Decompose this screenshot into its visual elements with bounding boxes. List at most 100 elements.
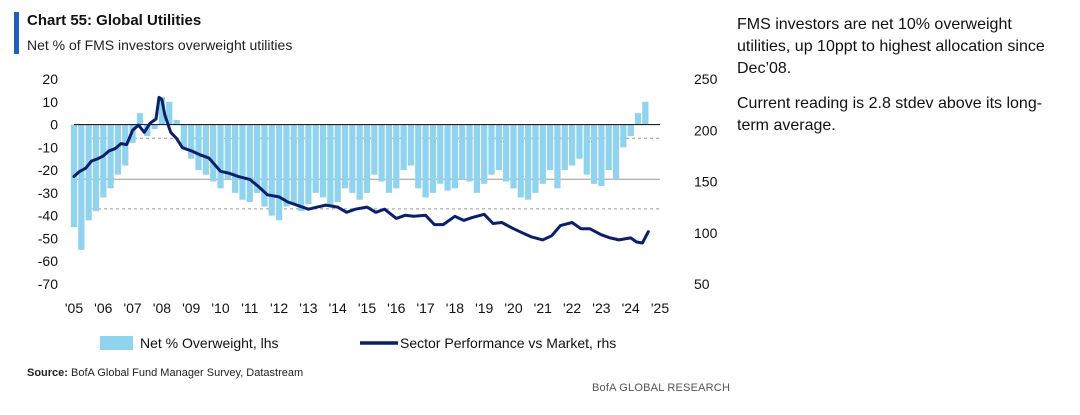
x-tick: '16 xyxy=(387,300,405,316)
x-tick: '23 xyxy=(592,300,610,316)
source-text: BofA Global Fund Manager Survey, Datastr… xyxy=(67,367,304,379)
bar xyxy=(378,124,385,182)
y-tick-left: -70 xyxy=(38,276,58,292)
bar xyxy=(107,124,114,189)
legend-label-bars: Net % Overweight, lhs xyxy=(140,335,279,351)
bar xyxy=(459,124,466,180)
bar xyxy=(341,124,349,189)
bar xyxy=(290,124,297,205)
chart-subtitle: Net % of FMS investors overweight utilit… xyxy=(27,37,293,53)
sector-performance-line xyxy=(72,95,650,245)
source-label: Source: xyxy=(27,367,68,379)
bar xyxy=(92,124,100,212)
bar xyxy=(114,124,122,175)
x-tick: '25 xyxy=(651,300,669,316)
x-tick: '18 xyxy=(446,300,464,316)
bar xyxy=(583,124,590,175)
x-tick: '19 xyxy=(475,300,493,316)
bar xyxy=(334,124,341,202)
y-tick-left: 20 xyxy=(42,71,58,87)
bar xyxy=(85,124,92,221)
bar xyxy=(400,124,407,171)
bar xyxy=(180,124,187,148)
x-tick: '11 xyxy=(241,300,258,316)
bar xyxy=(422,124,429,198)
bar xyxy=(437,124,444,184)
bar xyxy=(363,124,371,193)
x-tick: '14 xyxy=(329,300,347,316)
y-tick-left: -20 xyxy=(38,162,58,178)
x-tick: '09 xyxy=(182,300,200,316)
bar xyxy=(561,124,568,171)
y-tick-left: -30 xyxy=(38,185,58,201)
bar xyxy=(261,124,268,207)
bar xyxy=(327,124,334,207)
bar xyxy=(451,124,459,189)
bar xyxy=(568,124,576,166)
bar xyxy=(173,120,180,125)
bar xyxy=(297,124,305,212)
x-tick: '22 xyxy=(563,300,581,316)
bar xyxy=(444,124,451,191)
bar xyxy=(620,124,627,148)
x-tick: '05 xyxy=(65,300,83,316)
y-tick-right: 100 xyxy=(694,225,718,241)
chart-title: Chart 55: Global Utilities xyxy=(27,12,202,29)
y-tick-right: 150 xyxy=(694,174,718,190)
source-note: Source: BofA Global Fund Manager Survey,… xyxy=(27,367,303,379)
x-tick: '07 xyxy=(123,300,141,316)
bar xyxy=(495,124,502,171)
bar xyxy=(275,124,283,221)
x-tick: '21 xyxy=(534,300,552,316)
x-tick: '13 xyxy=(299,300,317,316)
y-tick-left: 0 xyxy=(50,117,58,133)
bar xyxy=(319,124,327,198)
y-tick-right: 250 xyxy=(694,71,718,87)
y-tick-left: -50 xyxy=(38,230,58,246)
bar xyxy=(217,124,224,189)
commentary: FMS investors are net 10% overweight uti… xyxy=(737,14,1067,150)
bar xyxy=(100,124,107,198)
x-tick: '08 xyxy=(153,300,171,316)
bar xyxy=(473,124,480,193)
bar xyxy=(517,124,524,198)
bar xyxy=(385,124,393,193)
bar xyxy=(202,124,209,175)
bar xyxy=(547,124,554,171)
bar xyxy=(590,124,598,184)
bar xyxy=(224,124,231,180)
bar xyxy=(136,113,144,125)
bar xyxy=(254,124,261,193)
footer-brand: BofA GLOBAL RESEARCH xyxy=(592,382,731,394)
bar xyxy=(158,97,166,125)
bar xyxy=(525,124,532,200)
x-tick: '06 xyxy=(94,300,112,316)
commentary-paragraph-2: Current reading is 2.8 stdev above its l… xyxy=(737,95,1043,134)
y-axis-right: 250 200 150 100 50 xyxy=(694,71,718,292)
bar xyxy=(627,124,634,136)
title-accent-bar xyxy=(14,12,19,54)
x-tick: '20 xyxy=(504,300,522,316)
bar xyxy=(268,124,275,216)
bar xyxy=(554,124,561,189)
bar xyxy=(634,113,642,125)
bar xyxy=(188,124,195,159)
bar xyxy=(503,124,510,182)
bar xyxy=(78,124,85,250)
y-tick-left: 10 xyxy=(42,94,58,110)
bar xyxy=(210,124,217,182)
bar xyxy=(166,101,173,125)
bar xyxy=(195,124,202,171)
bar xyxy=(510,124,517,189)
y-tick-left: -40 xyxy=(38,208,58,224)
bar-series xyxy=(70,97,649,250)
y-tick-left: -10 xyxy=(38,139,58,155)
y-tick-left: -60 xyxy=(38,253,58,269)
legend-swatch-bars xyxy=(100,336,133,350)
x-axis: '05 '06 '07 '08 '09 '10 '11 '12 '13 '14 '15 '16 '17 '… xyxy=(65,300,669,316)
bar xyxy=(612,124,620,180)
bar xyxy=(312,124,319,193)
bar xyxy=(532,124,539,193)
bar xyxy=(466,124,473,182)
